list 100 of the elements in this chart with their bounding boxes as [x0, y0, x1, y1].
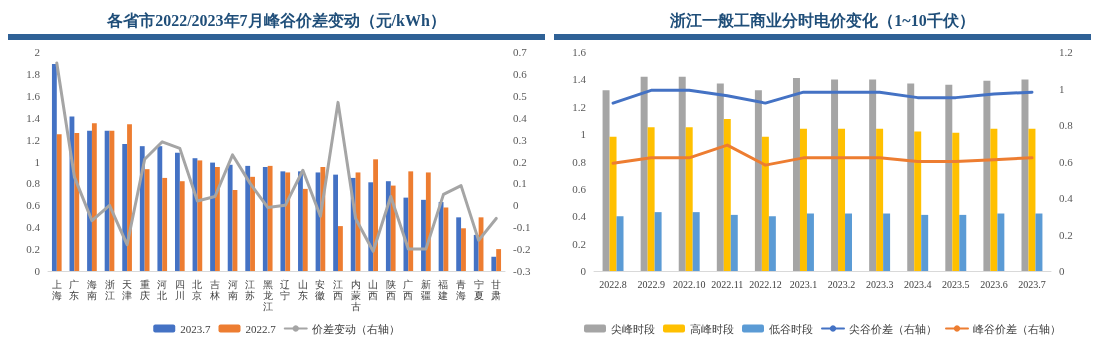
bar [640, 76, 648, 271]
bar [338, 226, 343, 271]
x-tick-label: 黑龙江 [262, 279, 273, 312]
y-tick-label: 1.2 [572, 100, 586, 113]
bar [716, 83, 724, 271]
bar [761, 136, 769, 271]
legend-label: 峰谷价差（右轴） [973, 322, 1061, 335]
bar [1035, 213, 1043, 271]
y-tick-label: 0.8 [26, 177, 41, 190]
x-tick-label: 甘肃 [491, 279, 502, 301]
legend-label: 2023.7 [180, 322, 211, 335]
y2-tick-label: 0.4 [513, 111, 528, 124]
x-tick-label: 2023.7 [1018, 279, 1046, 290]
chart-title: 各省市2022/2023年7月峰谷价差变动（元/kWh） [8, 8, 545, 40]
y-tick-label: 0.8 [572, 155, 587, 168]
bar [914, 131, 922, 271]
bar [792, 78, 800, 271]
bar [491, 256, 497, 271]
x-tick-label: 2023.2 [827, 279, 856, 290]
y-tick-label: 0.6 [572, 182, 587, 195]
bar [425, 172, 431, 271]
y-tick-label: 0.2 [26, 243, 40, 256]
x-tick-label: 内蒙古 [350, 279, 361, 312]
y-tick-label: 1.4 [26, 111, 41, 124]
y2-tick-label: -0.2 [513, 243, 531, 256]
x-tick-label: 河北 [157, 279, 168, 301]
x-tick-label: 2022.12 [749, 279, 782, 290]
x-tick-label: 重庆 [139, 279, 150, 301]
bar [883, 213, 891, 271]
bar [91, 123, 97, 271]
line-series [55, 61, 498, 253]
bar [127, 124, 132, 271]
bar [262, 166, 268, 271]
bar [983, 80, 991, 271]
y-tick-label: 1.4 [572, 73, 587, 86]
x-tick-label: 辽宁 [280, 279, 291, 301]
y-tick-label: 1.8 [26, 67, 41, 80]
bar [214, 166, 220, 271]
y-tick-label: 1.6 [572, 46, 587, 58]
bar [227, 164, 233, 271]
bar [174, 152, 180, 271]
bar [373, 159, 379, 271]
bar [157, 146, 163, 271]
y2-tick-label: 0 [513, 199, 519, 212]
bar [302, 188, 308, 271]
bar [385, 181, 391, 271]
bar [162, 177, 168, 271]
x-tick-label: 2022.10 [672, 279, 706, 290]
legend-label: 2022.7 [245, 322, 277, 335]
x-tick-label: 河南 [227, 279, 238, 301]
bar [421, 199, 426, 271]
y2-tick-label: 0.8 [1059, 119, 1074, 131]
bar [74, 133, 80, 271]
x-tick-label: 山西 [368, 279, 379, 301]
bar [602, 90, 610, 271]
y2-tick-label: 1 [1059, 82, 1065, 95]
x-tick-label: 上海 [51, 279, 62, 301]
bar [245, 165, 251, 271]
bar [654, 212, 662, 271]
bar [831, 79, 839, 271]
bar [408, 171, 414, 271]
bar [1028, 128, 1036, 271]
bar [56, 134, 62, 271]
y2-tick-label: 0.5 [513, 89, 528, 102]
bar [952, 132, 960, 271]
bar [285, 172, 291, 271]
x-tick-label: 2023.1 [789, 279, 818, 290]
y2-tick-label: 1.2 [1059, 46, 1073, 58]
bar [267, 165, 273, 271]
x-tick-label: 广东 [69, 279, 80, 301]
x-tick-label: 吉林 [208, 279, 220, 301]
bar [333, 174, 339, 271]
bar [616, 216, 624, 271]
x-tick-label: 2023.4 [903, 279, 932, 290]
bar [754, 90, 762, 271]
y2-tick-label: 0.7 [513, 46, 528, 58]
y-tick-label: 1.6 [26, 89, 41, 102]
bar [723, 119, 731, 271]
bar [197, 160, 203, 271]
y2-tick-label: -0.3 [513, 265, 531, 277]
bar [997, 213, 1005, 271]
y-tick-label: 0 [580, 265, 587, 277]
bar [990, 128, 998, 271]
bar [692, 212, 700, 271]
y2-tick-label: 0.6 [513, 67, 528, 80]
legend-label: 价差变动（右轴） [310, 322, 400, 335]
x-tick-label: 浙江 [104, 279, 115, 301]
bar [298, 171, 303, 271]
bar [730, 214, 738, 271]
y2-tick-label: -0.1 [513, 221, 531, 234]
bar [51, 64, 57, 271]
bar [921, 214, 929, 271]
x-tick-label: 广西 [403, 279, 414, 301]
bar [368, 182, 374, 271]
legend-label: 低谷时段 [769, 322, 813, 335]
bar [104, 130, 110, 271]
bar [1021, 79, 1029, 271]
y-tick-label: 1 [580, 128, 586, 141]
x-tick-label: 福建 [437, 279, 449, 301]
line-series [611, 143, 1034, 167]
